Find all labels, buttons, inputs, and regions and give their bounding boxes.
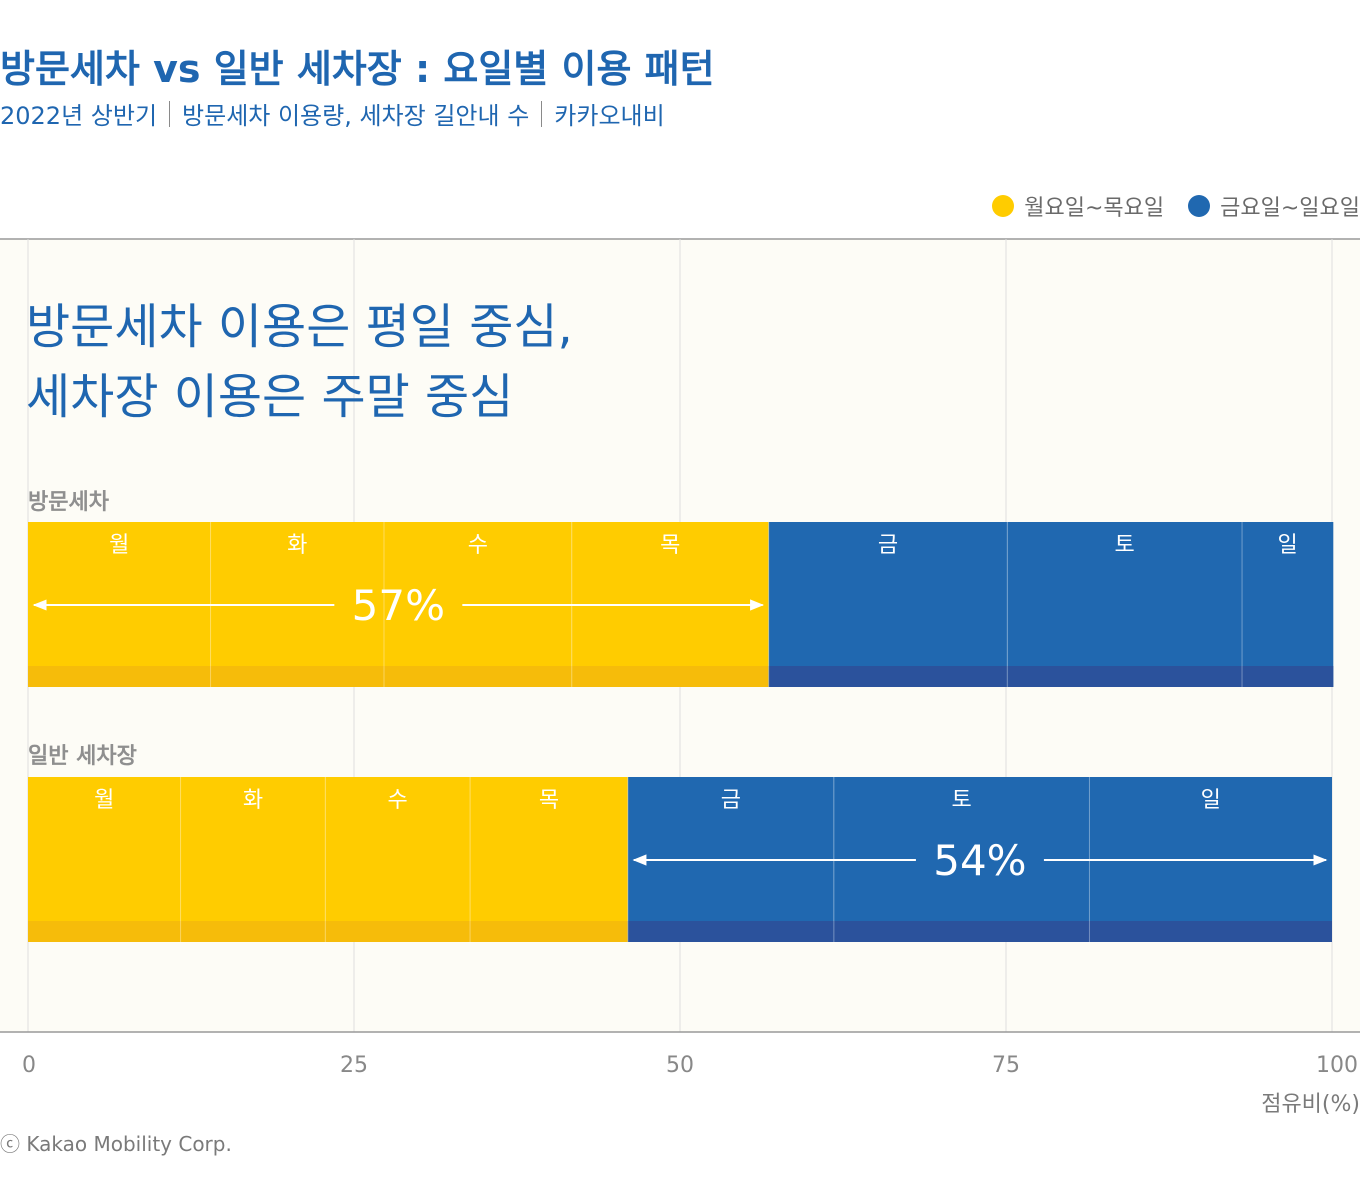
bar-segment-shade-1-월 — [28, 921, 181, 942]
bar-segment-shade-0-토 — [1007, 666, 1243, 687]
chart-title: 방문세차 vs 일반 세차장 : 요일별 이용 패턴 — [0, 47, 715, 91]
day-label-1-수: 수 — [388, 788, 408, 813]
bar-segment-shade-1-수 — [325, 921, 471, 942]
headline: 방문세차 이용은 평일 중심, 세차장 이용은 주말 중심 — [26, 292, 573, 432]
bar-segment-shade-0-금 — [768, 666, 1008, 687]
legend-dot-weekend — [1188, 195, 1211, 217]
day-label-0-화: 화 — [287, 533, 307, 558]
headline-line-1: 방문세차 이용은 평일 중심, — [26, 299, 573, 355]
bar-segment-1-월 — [28, 777, 181, 942]
legend-label-weekend: 금요일~일요일 — [1220, 196, 1360, 221]
day-label-1-토: 토 — [952, 788, 972, 813]
x-tick-label-0: 0 — [22, 1053, 36, 1078]
day-label-1-금: 금 — [721, 788, 741, 813]
row-label-car-wash: 일반 세차장 — [28, 744, 137, 769]
bar-segment-shade-1-일 — [1089, 921, 1332, 942]
x-tick-label-75: 75 — [992, 1053, 1020, 1078]
bar-segment-0-일 — [1242, 522, 1334, 687]
annotation-value-1: 54% — [933, 836, 1026, 885]
legend-label-weekday: 월요일~목요일 — [1024, 196, 1165, 221]
bar-segment-1-화 — [180, 777, 326, 942]
legend-item-weekday: 월요일~목요일 — [992, 190, 1164, 222]
bar-segment-0-금 — [768, 522, 1008, 687]
x-tick-label-50: 50 — [666, 1053, 694, 1078]
x-axis-title: 점유비(%) — [1261, 1092, 1360, 1117]
x-tick-label-100: 100 — [1316, 1053, 1358, 1078]
subtitle-metric: 방문세차 이용량, 세차장 길안내 수 — [182, 102, 530, 130]
day-label-1-월: 월 — [94, 788, 114, 813]
day-label-0-금: 금 — [878, 533, 898, 558]
bar-segment-shade-1-화 — [180, 921, 326, 942]
bar-segment-1-목 — [470, 777, 628, 942]
subtitle-divider — [169, 100, 171, 127]
day-label-0-토: 토 — [1115, 533, 1135, 558]
subtitle-divider — [541, 100, 543, 127]
legend-item-weekend: 금요일~일요일 — [1188, 190, 1360, 222]
subtitle-period: 2022년 상반기 — [0, 102, 158, 130]
bar-segment-shade-1-목 — [470, 921, 628, 942]
day-label-0-월: 월 — [109, 533, 129, 558]
bar-segment-shade-0-목 — [571, 666, 769, 687]
bar-segment-shade-0-일 — [1242, 666, 1334, 687]
row-label-visit-wash: 방문세차 — [28, 490, 109, 515]
day-label-1-목: 목 — [539, 788, 559, 813]
bar-segment-shade-0-화 — [210, 666, 384, 687]
bar-segment-shade-0-월 — [28, 666, 211, 687]
subtitle-source: 카카오내비 — [554, 102, 665, 130]
day-label-1-화: 화 — [243, 788, 263, 813]
legend-dot-weekday — [992, 195, 1015, 217]
bar-segment-0-토 — [1007, 522, 1243, 687]
annotation-value-0: 57% — [352, 581, 445, 630]
copyright: ⓒ Kakao Mobility Corp. — [0, 1132, 232, 1156]
x-tick-label-25: 25 — [340, 1053, 368, 1078]
day-label-0-수: 수 — [468, 533, 488, 558]
day-label-1-일: 일 — [1201, 788, 1221, 813]
legend: 월요일~목요일 금요일~일요일 — [968, 190, 1360, 222]
day-label-0-일: 일 — [1278, 533, 1298, 558]
bar-segment-shade-0-수 — [383, 666, 572, 687]
headline-line-2: 세차장 이용은 주말 중심 — [26, 369, 514, 425]
bar-segment-shade-1-금 — [627, 921, 834, 942]
bar-segment-1-수 — [325, 777, 471, 942]
bar-segment-shade-1-토 — [833, 921, 1090, 942]
chart-subtitle: 2022년 상반기 방문세차 이용량, 세차장 길안내 수 카카오내비 — [0, 96, 665, 131]
day-label-0-목: 목 — [660, 533, 680, 558]
